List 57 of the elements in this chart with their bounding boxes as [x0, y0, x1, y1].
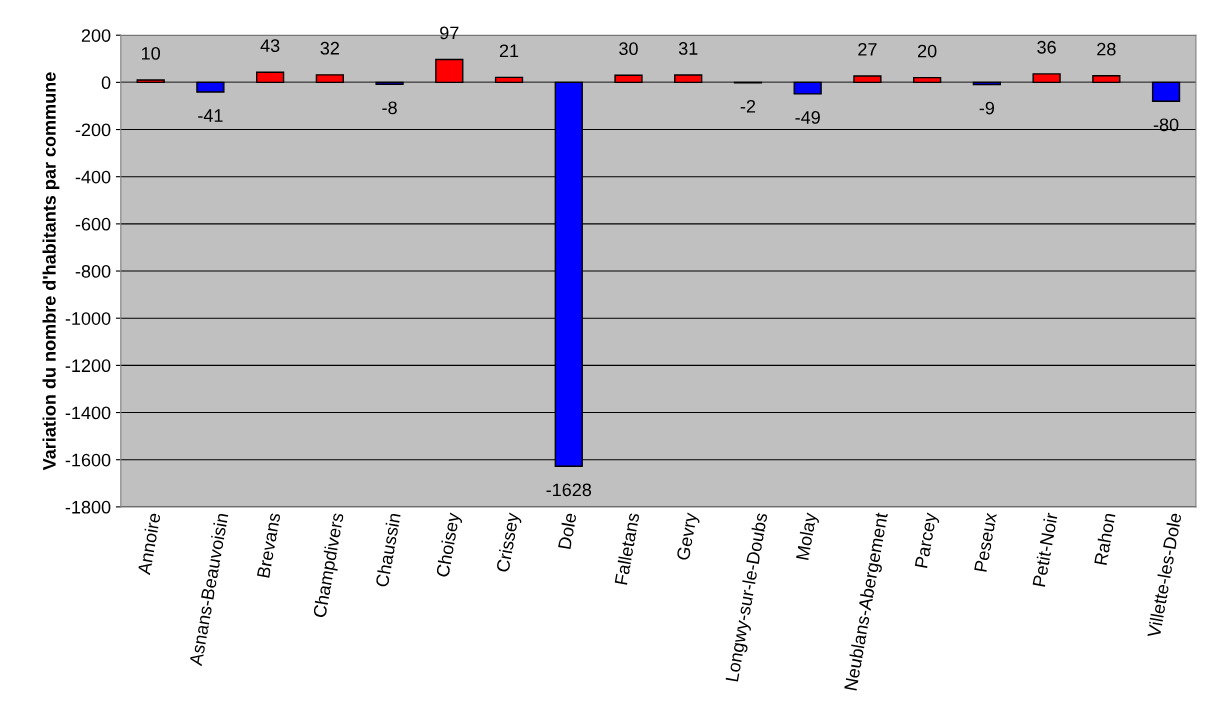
- x-tick-label: Falletans: [614, 512, 640, 585]
- x-tick-label: Choisey: [435, 511, 464, 578]
- x-tick-label: Dole: [557, 512, 577, 550]
- x-tick-label: Petit-Noir: [1032, 512, 1058, 587]
- bar: [1151, 81, 1181, 102]
- y-tick-label: -1600: [65, 453, 111, 467]
- data-label: -41: [198, 109, 223, 122]
- bar: [853, 75, 882, 84]
- data-label: 10: [142, 46, 160, 60]
- bar: [255, 71, 285, 84]
- y-tick-label: -1800: [65, 500, 111, 514]
- x-tick-label: Champdivers: [312, 512, 348, 619]
- data-label: 32: [320, 41, 339, 55]
- data-label: 28: [1097, 42, 1116, 56]
- y-axis-title: Variation du nombre d'habitants par commune: [42, 72, 60, 471]
- y-tick-label: -400: [75, 170, 111, 184]
- x-tick-label: Annoire: [136, 512, 161, 576]
- data-label: 20: [918, 44, 937, 58]
- x-tick-label: Chaussin: [374, 512, 401, 588]
- y-tick-label: -1000: [65, 312, 111, 325]
- x-tick-label: Rahon: [1093, 512, 1116, 565]
- bar: [1092, 75, 1121, 84]
- data-label: -9: [979, 101, 995, 115]
- bar: [913, 76, 942, 84]
- data-label: -1628: [546, 483, 592, 497]
- bar: [196, 81, 225, 93]
- x-tick-label: Brevans: [256, 512, 281, 578]
- x-tick-label: Peseux: [974, 512, 997, 572]
- bar: [435, 58, 464, 84]
- bar: [494, 76, 524, 84]
- bar: [614, 74, 643, 84]
- y-tick-label: -1400: [65, 406, 111, 420]
- x-tick-label: Parcey: [914, 511, 941, 569]
- data-label: 31: [678, 42, 698, 55]
- x-tick-label: Gevry: [676, 511, 701, 562]
- data-label: 36: [1037, 40, 1056, 54]
- data-label: -2: [740, 99, 756, 113]
- y-tick-label: -200: [75, 123, 111, 137]
- y-tick-label: 0: [101, 76, 111, 90]
- y-tick-label: 200: [81, 29, 111, 42]
- bar: [1032, 73, 1061, 84]
- bar: [136, 79, 165, 84]
- x-tick-label: Molay: [795, 511, 821, 561]
- bar: [315, 74, 344, 84]
- data-label: 30: [619, 42, 638, 56]
- data-label: -49: [795, 111, 820, 124]
- y-tick-label: -1200: [65, 359, 111, 373]
- data-label: 97: [440, 26, 459, 40]
- data-label: 21: [499, 44, 519, 57]
- data-label: -8: [382, 101, 397, 115]
- data-label: 27: [858, 42, 877, 56]
- y-tick-label: -600: [75, 217, 111, 231]
- x-tick-label: Crissey: [495, 511, 523, 574]
- bar: [793, 81, 822, 95]
- y-tick-label: -800: [75, 264, 111, 278]
- data-label: 43: [260, 39, 280, 52]
- bar: [674, 74, 703, 84]
